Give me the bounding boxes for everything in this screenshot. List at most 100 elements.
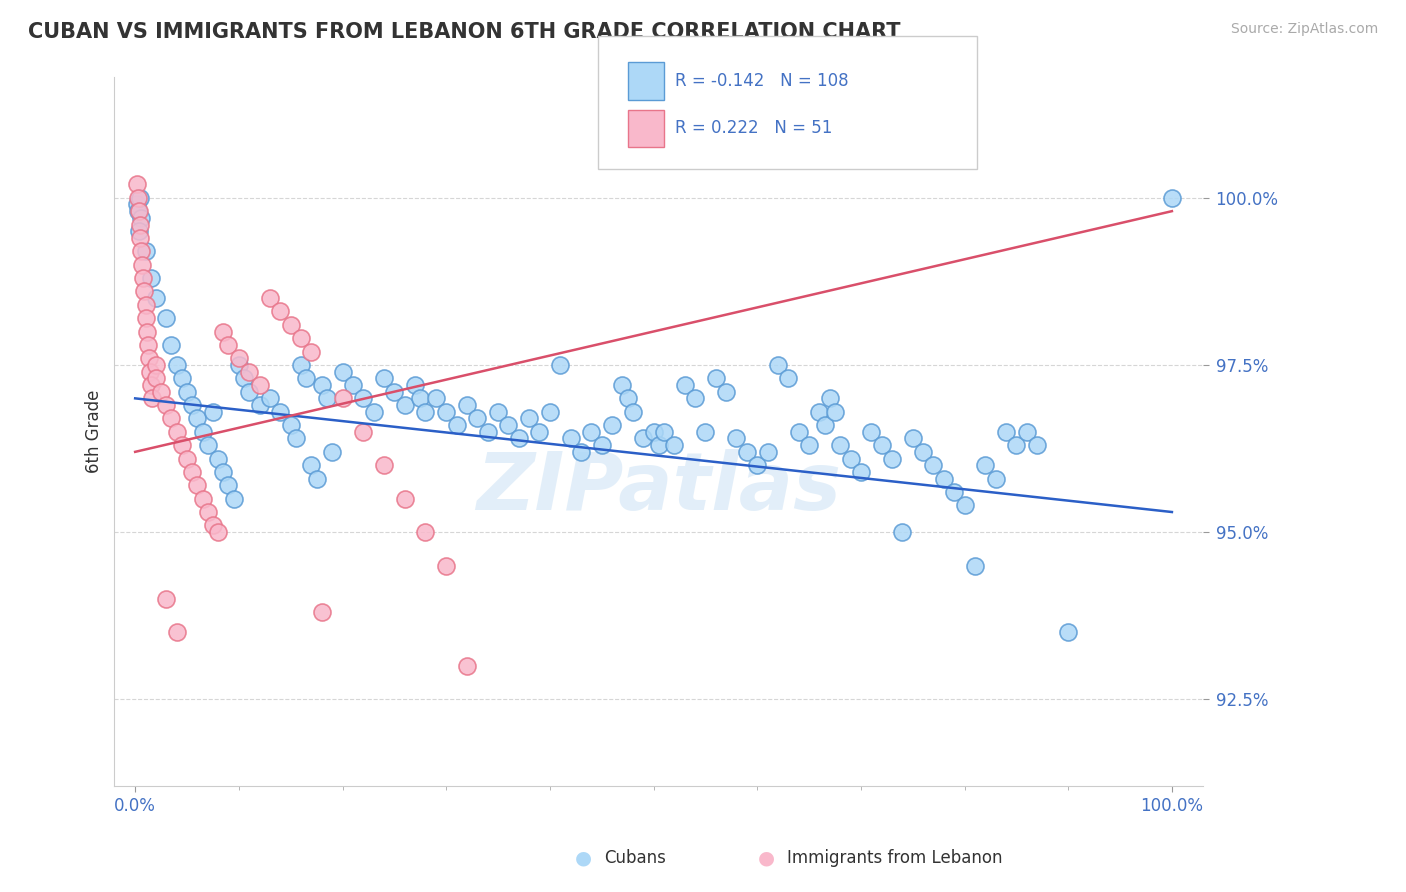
Point xyxy=(591,438,613,452)
Point xyxy=(290,358,312,372)
Point xyxy=(228,351,250,366)
Point xyxy=(176,451,198,466)
Point xyxy=(652,425,675,439)
Point xyxy=(394,491,416,506)
Point xyxy=(860,425,883,439)
Point xyxy=(621,405,644,419)
Point xyxy=(201,405,224,419)
Point xyxy=(269,304,291,318)
Point xyxy=(538,405,561,419)
Point xyxy=(830,438,852,452)
Point xyxy=(953,499,976,513)
Point xyxy=(170,371,193,385)
Point xyxy=(139,271,162,285)
Point xyxy=(280,318,302,332)
Point xyxy=(714,384,737,399)
Point xyxy=(808,405,831,419)
Point xyxy=(181,465,204,479)
Point xyxy=(138,351,160,366)
Point xyxy=(170,438,193,452)
Point xyxy=(129,218,152,232)
Text: R = -0.142   N = 108: R = -0.142 N = 108 xyxy=(675,72,848,90)
Point xyxy=(127,204,149,219)
Point xyxy=(207,451,229,466)
Point xyxy=(238,365,260,379)
Point xyxy=(332,392,354,406)
Point xyxy=(725,432,748,446)
Point xyxy=(529,425,551,439)
Point xyxy=(456,658,478,673)
Point xyxy=(477,425,499,439)
Point xyxy=(695,425,717,439)
Point xyxy=(839,451,862,466)
Point xyxy=(212,325,235,339)
Point xyxy=(134,298,156,312)
Point xyxy=(382,384,405,399)
Point xyxy=(995,425,1018,439)
Point xyxy=(664,438,686,452)
Point xyxy=(186,411,208,425)
Text: R = 0.222   N = 51: R = 0.222 N = 51 xyxy=(675,120,832,137)
Point xyxy=(129,231,152,245)
Point xyxy=(228,358,250,372)
Point xyxy=(569,445,592,459)
Point xyxy=(548,358,571,372)
Point xyxy=(612,378,634,392)
Point xyxy=(135,325,157,339)
Point xyxy=(465,411,488,425)
Point xyxy=(600,418,623,433)
Point xyxy=(797,438,820,452)
Point xyxy=(342,378,364,392)
Point xyxy=(321,445,343,459)
Point xyxy=(145,291,167,305)
Point xyxy=(127,191,149,205)
Point xyxy=(131,258,153,272)
Point xyxy=(305,472,328,486)
Point xyxy=(891,525,914,540)
Point xyxy=(849,465,872,479)
Point xyxy=(813,418,835,433)
Point xyxy=(299,344,322,359)
Point xyxy=(643,425,665,439)
Point xyxy=(134,285,156,299)
Point xyxy=(131,244,153,259)
Point xyxy=(295,371,318,385)
Point xyxy=(766,358,789,372)
Point xyxy=(207,525,229,540)
Point xyxy=(363,405,385,419)
Point xyxy=(197,438,219,452)
Point xyxy=(434,405,457,419)
Point xyxy=(332,365,354,379)
Point xyxy=(922,458,945,473)
Point xyxy=(1026,438,1049,452)
Point xyxy=(756,445,779,459)
Point xyxy=(181,398,204,412)
Point xyxy=(508,432,530,446)
Point xyxy=(880,451,903,466)
Text: Immigrants from Lebanon: Immigrants from Lebanon xyxy=(787,849,1002,867)
Point xyxy=(150,384,173,399)
Y-axis label: 6th Grade: 6th Grade xyxy=(86,390,103,474)
Text: ●: ● xyxy=(758,848,775,868)
Point xyxy=(238,384,260,399)
Point xyxy=(984,472,1007,486)
Point xyxy=(824,405,846,419)
Point xyxy=(434,558,457,573)
Point xyxy=(581,425,603,439)
Point xyxy=(974,458,997,473)
Point xyxy=(352,392,374,406)
Point xyxy=(160,338,183,352)
Point xyxy=(560,432,582,446)
Point xyxy=(818,392,841,406)
Point xyxy=(127,178,149,192)
Point xyxy=(212,465,235,479)
Point xyxy=(139,378,162,392)
Point xyxy=(747,458,769,473)
Point xyxy=(616,392,638,406)
Point xyxy=(129,191,152,205)
Point xyxy=(191,491,214,506)
Point xyxy=(145,371,167,385)
Point xyxy=(233,371,256,385)
Point xyxy=(217,478,239,492)
Point xyxy=(299,458,322,473)
